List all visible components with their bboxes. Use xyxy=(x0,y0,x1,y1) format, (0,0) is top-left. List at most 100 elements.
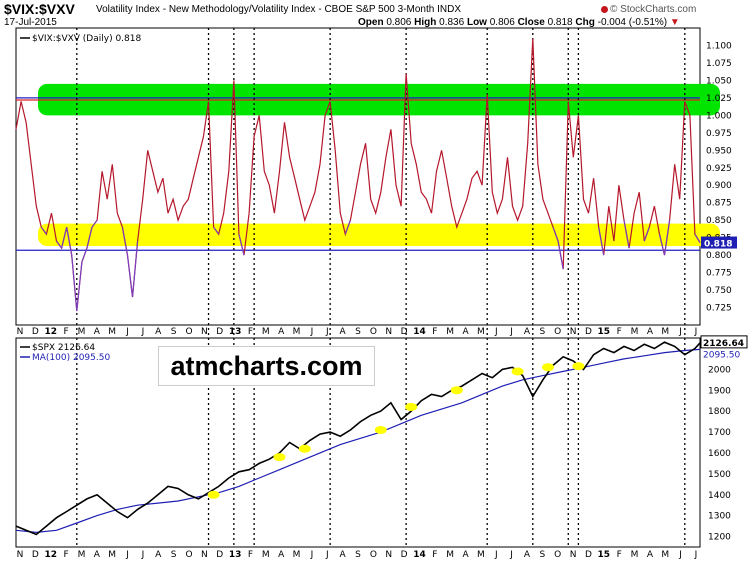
top-x-tick-label: S xyxy=(171,327,177,337)
bottom-x-tick-label: J xyxy=(694,550,698,560)
top-x-tick-label: J xyxy=(125,327,129,337)
bottom-y-tick-label: 1600 xyxy=(708,449,731,459)
bottom-x-tick-label: 15 xyxy=(598,550,611,560)
ohlc-readout: Open 0.806 High 0.836 Low 0.806 Close 0.… xyxy=(358,17,680,28)
band-yellow xyxy=(38,223,720,247)
vix-low-segment xyxy=(56,240,63,249)
bottom-x-tick-label: D xyxy=(585,550,592,560)
top-x-tick-label: J xyxy=(509,327,513,337)
ma-touch-marker xyxy=(273,453,286,462)
stockcharts-logo: © StockCharts.com xyxy=(610,4,697,15)
watermark: atmcharts.com xyxy=(158,346,375,386)
top-y-tick-label: 0.950 xyxy=(706,146,732,156)
high-value: 0.836 xyxy=(439,17,465,28)
bottom-x-tick-label: J xyxy=(678,550,682,560)
bottom-x-tick-label: 14 xyxy=(413,550,426,560)
ma-touch-marker xyxy=(298,444,311,453)
bottom-x-tick-label: N xyxy=(570,550,577,560)
top-x-tick-label: A xyxy=(278,327,285,337)
top-x-tick-label: A xyxy=(524,327,531,337)
top-y-tick-label: 1.075 xyxy=(706,59,732,69)
top-y-tick-label: 0.975 xyxy=(706,129,732,139)
spx-last-value-box xyxy=(700,335,748,349)
top-x-tick-label: J xyxy=(141,327,145,337)
bottom-x-tick-label: J xyxy=(325,550,329,560)
bottom-x-tick-label: M xyxy=(477,550,485,560)
top-y-tick-label: 0.900 xyxy=(706,181,732,191)
top-x-tick-label: N xyxy=(570,327,577,337)
top-legend-label: $VIX:$VXV (Daily) 0.818 xyxy=(32,34,141,44)
vix-low-segment xyxy=(658,234,666,256)
symbol-subtitle: Volatility Index - New Methodology/Volat… xyxy=(96,4,461,15)
bottom-x-tick-label: D xyxy=(216,550,223,560)
top-y-tick-label: 1.050 xyxy=(706,76,732,86)
ma-touch-marker xyxy=(542,363,554,372)
vix-low-segment xyxy=(344,219,351,235)
ma-touch-marker xyxy=(374,425,387,434)
bottom-y-tick-label: 2000 xyxy=(708,365,731,375)
bottom-x-tick-label: N xyxy=(385,550,392,560)
top-x-tick-label: M xyxy=(477,327,485,337)
bottom-x-tick-label: A xyxy=(647,550,654,560)
bottom-x-tick-label: J xyxy=(509,550,513,560)
vix-low-segment xyxy=(663,220,671,256)
ma-touch-marker xyxy=(405,402,418,411)
ma-touch-marker xyxy=(511,367,524,376)
top-x-tick-label: F xyxy=(248,327,253,337)
top-x-tick-label: S xyxy=(355,327,361,337)
bottom-x-tick-label: M xyxy=(108,550,116,560)
top-x-tick-label: A xyxy=(647,327,654,337)
top-last-value-box xyxy=(701,236,737,249)
chart-date: 17-Jul-2015 xyxy=(4,17,57,28)
vix-low-segment xyxy=(76,262,83,312)
top-x-tick-label: O xyxy=(370,327,377,337)
vix-low-segment xyxy=(121,227,129,256)
top-y-tick-label: 0.775 xyxy=(706,269,732,279)
top-x-tick-label: 12 xyxy=(44,327,57,337)
close-value: 0.818 xyxy=(547,17,573,28)
ma-touch-marker xyxy=(207,490,220,499)
spx-price-line xyxy=(15,341,701,536)
bottom-x-tick-label: D xyxy=(401,550,408,560)
top-y-tick-label: 0.925 xyxy=(706,164,732,174)
bottom-x-tick-label: O xyxy=(185,550,192,560)
vix-low-segment xyxy=(66,227,73,256)
top-x-tick-label: M xyxy=(262,327,270,337)
open-value: 0.806 xyxy=(386,17,412,28)
top-x-tick-label: F xyxy=(63,327,68,337)
top-x-tick-label: D xyxy=(585,327,592,337)
bottom-x-tick-label: N xyxy=(201,550,208,560)
symbol-title: $VIX:$VXV xyxy=(4,1,75,17)
vix-low-segment xyxy=(557,241,564,270)
top-x-tick-label: D xyxy=(401,327,408,337)
chg-down-arrow-icon: ▼ xyxy=(669,17,680,28)
top-y-tick-label: 0.800 xyxy=(706,251,732,261)
vix-low-segment xyxy=(126,255,134,298)
chg-label: Chg xyxy=(575,17,595,28)
top-y-tick-label: 1.100 xyxy=(706,41,732,51)
top-x-tick-label: O xyxy=(554,327,561,337)
top-x-tick-label: J xyxy=(694,327,698,337)
bottom-x-tick-label: S xyxy=(540,550,546,560)
vix-low-segment xyxy=(40,226,47,235)
vix-low-segment xyxy=(694,233,701,243)
top-x-tick-label: M xyxy=(446,327,454,337)
top-x-tick-label: J xyxy=(325,327,329,337)
spx-last-value-label: 2126.64 xyxy=(703,339,744,349)
ma-touch-marker xyxy=(572,362,585,371)
bottom-x-tick-label: O xyxy=(370,550,377,560)
top-x-tick-label: M xyxy=(108,327,116,337)
top-x-tick-label: A xyxy=(155,327,162,337)
ma100-line xyxy=(15,348,701,534)
bottom-x-tick-label: S xyxy=(171,550,177,560)
top-y-tick-label: 0.850 xyxy=(706,216,732,226)
bottom-y-tick-label: 1700 xyxy=(708,428,731,438)
bottom-x-tick-label: F xyxy=(617,550,622,560)
bottom-x-tick-label: A xyxy=(155,550,162,560)
low-value: 0.806 xyxy=(489,17,515,28)
vix-low-segment xyxy=(213,226,220,235)
top-x-tick-label: N xyxy=(201,327,208,337)
vix-low-segment xyxy=(71,255,78,312)
bottom-x-tick-label: J xyxy=(310,550,314,560)
